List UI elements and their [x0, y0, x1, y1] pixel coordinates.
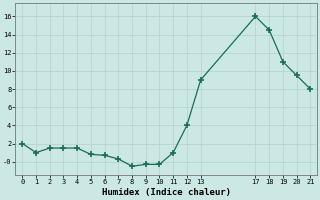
X-axis label: Humidex (Indice chaleur): Humidex (Indice chaleur) [102, 188, 231, 197]
